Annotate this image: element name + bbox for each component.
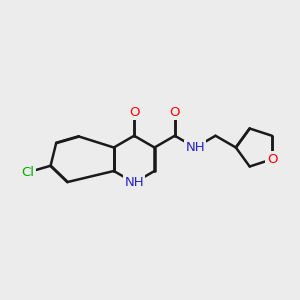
Text: O: O [129, 106, 140, 119]
Text: Cl: Cl [22, 166, 34, 179]
Text: NH: NH [185, 141, 205, 154]
Text: NH: NH [124, 176, 144, 189]
Text: O: O [169, 106, 180, 119]
Text: O: O [267, 153, 277, 166]
